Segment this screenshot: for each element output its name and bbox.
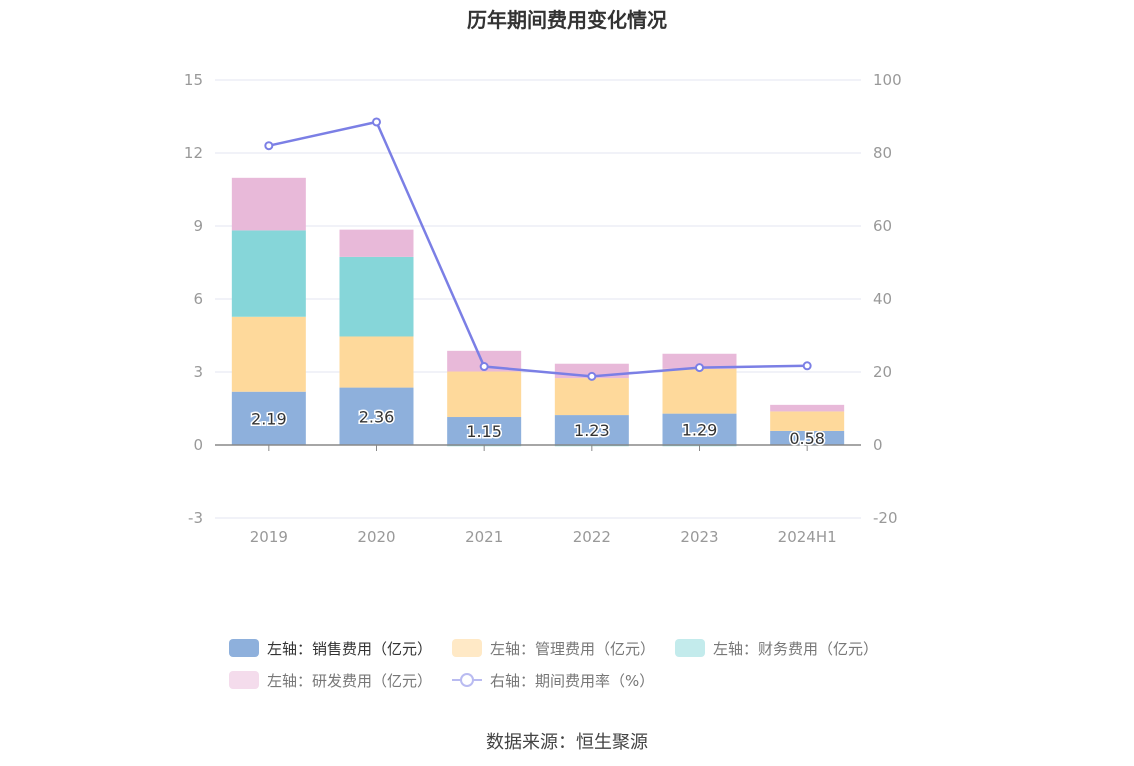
legend-item-admin[interactable]: 左轴：管理费用（亿元） (452, 638, 655, 659)
legend-label-rnd: 左轴：研发费用（亿元） (267, 671, 433, 690)
bar-segment-1 (447, 371, 522, 418)
bar-segment-3 (447, 350, 522, 372)
bar-segment-3 (339, 229, 414, 257)
data-label: 1.29 (682, 420, 718, 439)
legend-label-sales: 左轴：销售费用（亿元） (267, 639, 433, 658)
data-label: 2.36 (359, 407, 395, 426)
y-left-tick-label: -3 (188, 509, 203, 527)
data-label: 0.58 (789, 429, 825, 448)
rate-point (479, 362, 489, 372)
bar-segment-0 (770, 430, 845, 445)
legend-item-rnd[interactable]: 左轴：研发费用（亿元） (229, 670, 432, 691)
rate-point (802, 361, 812, 371)
y-right-tick-label: 20 (873, 363, 892, 381)
bar-segment-2 (339, 256, 414, 337)
y-left-tick-label: 9 (193, 217, 203, 235)
y-left-tick-label: 12 (184, 144, 203, 162)
x-tick-label: 2023 (680, 528, 718, 546)
bar-segment-0 (554, 415, 629, 445)
x-tick-label: 2021 (465, 528, 503, 546)
data-source: 数据来源：恒生聚源 (486, 732, 648, 753)
data-label: 1.15 (466, 422, 502, 441)
x-tick-label: 2022 (573, 528, 611, 546)
legend: 左轴：销售费用（亿元） 左轴：管理费用（亿元） 左轴：财务费用（亿元） 左轴：研… (229, 632, 929, 696)
rate-point (264, 141, 274, 151)
legend-label-admin: 左轴：管理费用（亿元） (490, 639, 656, 658)
bar-segment-3 (231, 177, 306, 231)
bar-segment-0 (339, 387, 414, 445)
bar-segment-1 (339, 336, 414, 388)
y-left-tick-label: 15 (184, 71, 203, 89)
bar-segment-1 (231, 316, 306, 392)
y-right-tick-label: -20 (873, 509, 898, 527)
x-tick-label: 2020 (357, 528, 395, 546)
y-right-tick-label: 40 (873, 290, 892, 308)
bar-segment-0 (447, 417, 522, 445)
y-right-tick-label: 0 (873, 436, 883, 454)
legend-label-finance: 左轴：财务费用（亿元） (713, 639, 879, 658)
legend-item-sales[interactable]: 左轴：销售费用（亿元） (229, 638, 432, 659)
y-left-tick-label: 6 (193, 290, 203, 308)
rate-point (695, 363, 704, 373)
legend-swatch-finance (675, 639, 706, 657)
legend-line-marker (452, 671, 483, 689)
legend-swatch-rnd (229, 671, 259, 689)
bar-segment-3 (662, 353, 737, 369)
y-left-tick-label: 3 (193, 363, 203, 381)
chart-title: 历年期间费用变化情况 (467, 8, 667, 32)
data-label: 2.19 (251, 409, 287, 428)
legend-item-finance[interactable]: 左轴：财务费用（亿元） (675, 638, 878, 659)
legend-label-rate: 右轴：期间费用率（%） (490, 671, 655, 690)
y-right-tick-label: 100 (873, 71, 902, 89)
rate-point (372, 117, 381, 127)
bar-segment-1 (662, 368, 737, 414)
bar-segment-3 (770, 404, 845, 412)
legend-item-rate[interactable]: 右轴：期间费用率（%） (452, 670, 654, 691)
x-tick-label: 2019 (250, 528, 288, 546)
bar-segment-2 (231, 230, 306, 317)
y-right-tick-label: 60 (873, 217, 892, 235)
y-right-tick-label: 80 (873, 144, 892, 162)
y-left-tick-label: 0 (193, 436, 203, 454)
bar-segment-0 (231, 391, 306, 445)
data-label: 1.23 (574, 421, 610, 440)
legend-swatch-sales (229, 639, 259, 657)
rate-point (587, 371, 597, 381)
bar-segment-1 (770, 411, 845, 431)
bar-segment-1 (554, 378, 629, 416)
x-tick-label: 2024H1 (778, 528, 837, 546)
rate-line (268, 120, 808, 378)
bar-segment-0 (662, 413, 737, 445)
legend-swatch-admin (452, 639, 483, 657)
